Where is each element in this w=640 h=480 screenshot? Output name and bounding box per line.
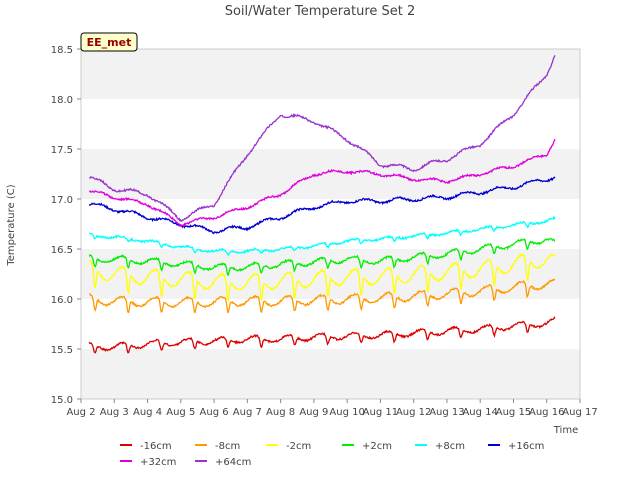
legend-label: +2cm: [362, 441, 392, 452]
series-line-8cm: [89, 278, 556, 314]
plot-band: [81, 349, 580, 399]
y-tick-label: 17.5: [51, 145, 73, 156]
series-line-8cm: [88, 215, 556, 257]
legend: -16cm -8cm -2cm +2cm +8cm +16cm +32cm +64cm: [120, 441, 544, 468]
series-line-32cm: [88, 138, 556, 228]
y-tick-label: 15.5: [51, 345, 73, 356]
x-tick-label: Aug 5: [166, 407, 195, 418]
x-tick-label: Aug 9: [299, 407, 328, 418]
series-line-64cm: [89, 55, 556, 222]
plot-bands: [81, 49, 580, 399]
x-tick-label: Aug 17: [562, 407, 597, 418]
series-line-16cm: [88, 316, 556, 354]
x-tick-label: Aug 13: [429, 407, 464, 418]
x-tick-label: Aug 4: [133, 407, 162, 418]
x-tick-label: Aug 12: [396, 407, 431, 418]
series-layer: [88, 55, 556, 354]
legend-label: +64cm: [215, 457, 251, 468]
series-line-2cm: [89, 252, 556, 303]
plot-band: [81, 49, 580, 99]
y-axis-label: Temperature (C): [6, 184, 17, 266]
series-line-2cm: [88, 237, 556, 276]
x-axis: Aug 2 Aug 3 Aug 4 Aug 5 Aug 6 Aug 7 Aug 8 Aug 9…: [66, 399, 598, 418]
legend-item: -2cm: [266, 441, 311, 452]
plot-band: [81, 99, 580, 149]
station-badge-label: EE_met: [87, 36, 132, 49]
legend-item: -16cm: [120, 441, 172, 452]
x-tick-label: Aug 11: [363, 407, 398, 418]
legend-item: +32cm: [120, 457, 176, 468]
legend-item: +2cm: [342, 441, 392, 452]
x-tick-label: Aug 15: [496, 407, 531, 418]
legend-item: +8cm: [415, 441, 465, 452]
y-tick-label: 16.5: [51, 245, 73, 256]
x-tick-label: Aug 2: [66, 407, 95, 418]
x-tick-label: Aug 7: [233, 407, 262, 418]
legend-item: -8cm: [195, 441, 240, 452]
x-tick-label: Aug 8: [266, 407, 295, 418]
series-line-16cm: [88, 176, 556, 235]
x-tick-label: Aug 16: [529, 407, 564, 418]
plot-frame: [80, 48, 581, 400]
legend-label: -8cm: [215, 441, 240, 452]
x-tick-label: Aug 10: [329, 407, 364, 418]
x-tick-label: Aug 6: [200, 407, 229, 418]
x-axis-label: Time: [553, 425, 578, 436]
y-tick-label: 15.0: [51, 395, 73, 406]
x-tick-label: Aug 3: [100, 407, 129, 418]
y-axis: 15.0 15.5 16.0 16.5 17.0 17.5 18.0 18.5: [51, 45, 81, 406]
station-badge-box: [80, 32, 138, 52]
legend-label: +32cm: [140, 457, 176, 468]
station-badge: EE_met: [80, 32, 138, 52]
legend-item: +16cm: [488, 441, 544, 452]
chart-title: Soil/Water Temperature Set 2: [225, 4, 416, 19]
plot-band: [81, 299, 580, 349]
plot-band: [81, 199, 580, 249]
legend-label: -2cm: [286, 441, 311, 452]
x-tick-label: Aug 14: [462, 407, 497, 418]
y-tick-label: 17.0: [51, 195, 73, 206]
legend-label: -16cm: [140, 441, 172, 452]
plot-band: [81, 149, 580, 199]
legend-label: +16cm: [508, 441, 544, 452]
y-tick-label: 18.0: [51, 95, 73, 106]
y-tick-label: 16.0: [51, 295, 73, 306]
legend-label: +8cm: [435, 441, 465, 452]
legend-item: +64cm: [195, 457, 251, 468]
y-tick-label: 18.5: [51, 45, 73, 56]
